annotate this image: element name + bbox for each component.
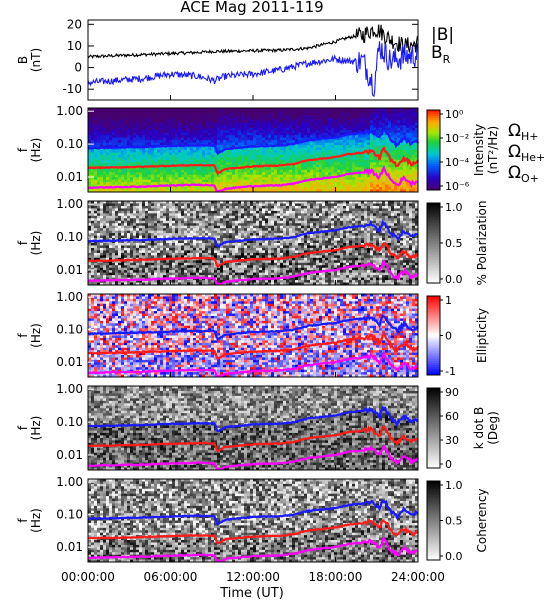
y-tick-label: 0.10 [56,323,83,337]
colorbar-label: Coherency [475,488,489,552]
coherency-colorbar: 1.0 0.5 0.0 Coherency [427,479,489,563]
y-tick-label: 0.01 [56,355,83,369]
x-tick-label: 18:00:00 [309,570,363,584]
kdotb-ylabel: f(Hz) [16,416,43,441]
legend-b-r: BR [431,43,451,66]
y-tick-label: 1.00 [56,104,83,118]
y-tick-label: -10 [62,82,82,96]
colorbar-label: Intensity(nT²/Hz) [472,124,500,176]
colorbar-tick-label: 10⁻² [445,132,469,145]
colorbar-tick-label: 10⁰ [445,108,464,121]
colorbar-tick-label: 60 [445,410,459,423]
y-tick-label: 0 [74,61,82,75]
field-panel: -10 0 10 20 B(nT) |B|BR [16,17,454,100]
colorbar-tick-label: 1.0 [445,201,463,214]
colorbar-label: % Polarization [475,201,489,286]
colorbar-tick-label: 1 [445,294,452,307]
legend-omega-Heplus: ΩHe+ [508,142,545,164]
ellipticity-panel: 1.00 0.10 0.01 f(Hz) 1 0 -1 Ellipticity [16,290,489,378]
colorbar-tick-label: 0 [445,458,452,471]
coherency-ylabel: f(Hz) [16,508,43,533]
colorbar-tick-label: 0.0 [445,273,463,286]
x-tick-label: 06:00:00 [144,570,198,584]
y-tick-label: 0.01 [56,170,83,184]
y-tick-label: 0.01 [56,263,83,277]
intensity-panel: 1.00 0.10 0.01 f(Hz) 10⁰ 10⁻² 10⁻⁴ 10⁻⁶Intensit… [16,104,545,193]
colorbar-tick-label: 0 [445,330,452,343]
colorbar-tick-label: 10⁻⁴ [445,156,470,169]
y-tick-label: 0.01 [56,540,83,554]
intensity-ylabel: f(Hz) [16,138,43,163]
polarization-ylabel: f(Hz) [16,231,43,256]
y-tick-label: 0.10 [56,230,83,244]
colorbar-tick-label: 30 [445,434,459,447]
time-axis-label: Time (UT) [219,586,284,600]
colorbar-tick-label: 0.5 [445,515,463,528]
colorbar-label: Ellipticity [475,308,489,363]
y-tick-label: 1.00 [56,197,83,211]
legend-omega-Oplus: ΩO+ [508,163,539,185]
coherency-panel: 1.00 0.10 0.01 f(Hz) 1.0 0.5 0.0 Coherency [16,475,489,563]
kdotb-colorbar: 90 60 30 0 k dot B(Deg) [427,386,500,471]
legend-b-magnitude: |B| [431,25,454,45]
colorbar-tick-label: 0.0 [445,550,463,563]
figure-title: ACE Mag 2011-119 [180,0,323,16]
x-tick-label: 12:00:00 [226,570,280,584]
y-tick-label: 1.00 [56,382,83,396]
y-tick-label: 0.10 [56,508,83,522]
y-tick-label: 20 [67,17,82,31]
colorbar-tick-label: -1 [445,365,456,378]
colorbar-tick-label: 10⁻⁶ [445,180,470,193]
legend-omega-Hplus: ΩH+ [508,121,539,143]
ellipticity-ylabel: f(Hz) [16,323,43,348]
y-tick-label: 1.00 [56,290,83,304]
polarization-colorbar: 1.0 0.5 0.0 % Polarization [427,201,489,286]
colorbar-tick-label: 0.5 [445,237,463,250]
y-tick-label: 0.10 [56,137,83,151]
kdotb-panel: 1.00 0.10 0.01 f(Hz) 90 60 30 0 k dot B(Deg) [16,382,500,471]
series-line-b-magnitude [88,25,418,58]
polarization-panel: 1.00 0.10 0.01 f(Hz) 1.0 0.5 0.0 % Polarization [16,197,489,286]
y-tick-label: 0.10 [56,415,83,429]
y-tick-label: 1.00 [56,475,83,489]
y-tick-label: 0.01 [56,448,83,462]
panels: -1001020B(nT)|B|BR1.000.100.01f(Hz)10⁰10… [16,17,545,563]
y-tick-label: 10 [67,39,82,53]
ellipticity-colorbar: 1 0 -1 Ellipticity [427,294,489,378]
x-tick-label: 00:00:00 [61,570,115,584]
colorbar-tick-label: 1.0 [445,479,463,492]
field-ylabel: B(nT) [16,48,43,72]
x-tick-label: 24:00:00 [391,570,445,584]
colorbar-tick-label: 90 [445,386,459,399]
colorbar-label: k dot B(Deg) [472,407,500,449]
